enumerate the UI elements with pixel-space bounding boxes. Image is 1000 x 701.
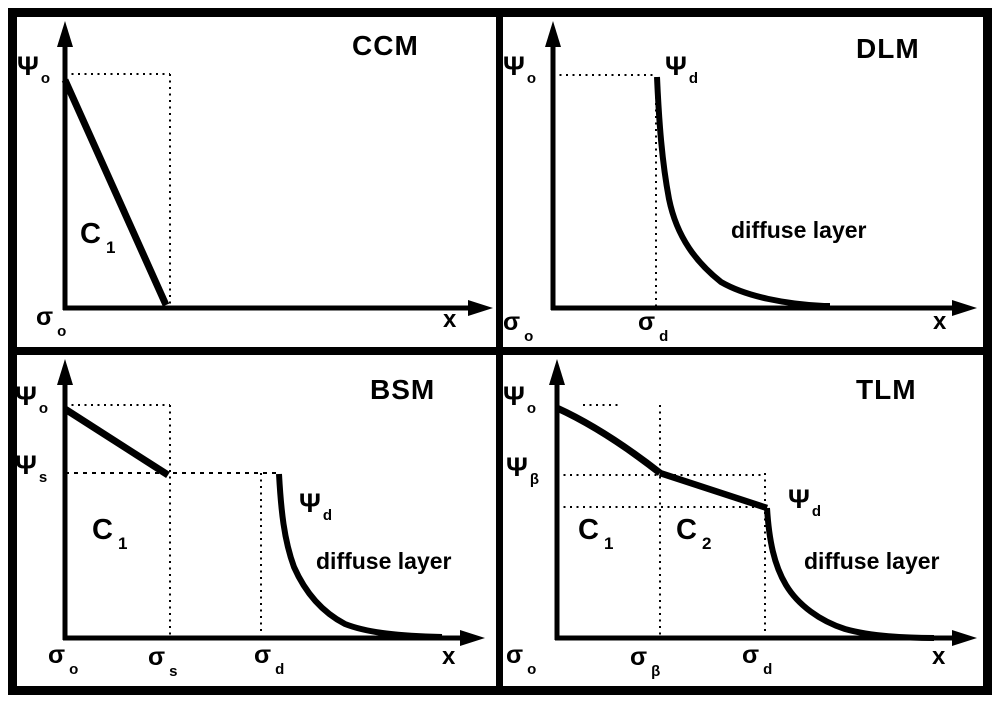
bsm-title: BSM: [370, 374, 436, 405]
ccm-sigma-o-label: σo: [36, 303, 67, 340]
bsm-diffuse-curve: [276, 473, 443, 640]
bsm-sigma-d-label: σd: [254, 641, 285, 678]
dlm-title: DLM: [856, 33, 920, 64]
dlm-y-axis-arrow: [545, 21, 561, 47]
bsm-stern-layer-line: [63, 406, 170, 478]
tlm-diffuse-layer-label: diffuse layer: [804, 548, 940, 574]
bsm-y-axis-arrow: [57, 359, 73, 385]
tlm-inner-layer-line: [555, 404, 663, 476]
ccm-y-axis-arrow: [57, 21, 73, 47]
bsm-x-axis-arrow: [460, 630, 485, 646]
tlm-x-axis-arrow: [952, 630, 977, 646]
tlm-sigma-o-label: σo: [506, 641, 537, 678]
tlm-sigma-beta-label: σβ: [630, 643, 661, 680]
tlm-plot: [549, 359, 977, 646]
ccm-title: CCM: [352, 30, 419, 61]
bsm-plot: [57, 359, 485, 646]
bsm-sigma-o-label: σo: [48, 641, 79, 678]
tlm-title: TLM: [856, 374, 917, 405]
dlm-x-axis-arrow: [952, 300, 977, 316]
tlm-y-axis-arrow: [549, 359, 565, 385]
bsm-x-axis-label: x: [442, 643, 456, 670]
panel-divider-horizontal: [8, 347, 992, 355]
tlm-diffuse-curve: [764, 507, 935, 641]
ccm-potential-line: [61, 78, 170, 307]
ccm-plot: [57, 21, 493, 316]
tlm-sigma-d-label: σd: [742, 641, 773, 678]
dlm-x-axis-label: x: [933, 308, 947, 335]
ccm-x-axis-label: x: [443, 306, 457, 333]
dlm-sigma-o-label: σo: [503, 308, 534, 345]
dlm-plot: [545, 21, 977, 316]
ccm-x-axis-arrow: [468, 300, 493, 316]
dlm-sigma-d-label: σd: [638, 308, 669, 345]
tlm-outer-layer-line: [658, 469, 769, 512]
dlm-diffuse-layer-label: diffuse layer: [731, 217, 867, 243]
tlm-x-axis-label: x: [932, 643, 946, 670]
bsm-diffuse-layer-label: diffuse layer: [316, 548, 452, 574]
bsm-sigma-s-label: σs: [148, 643, 178, 680]
dlm-diffuse-curve: [654, 76, 830, 309]
